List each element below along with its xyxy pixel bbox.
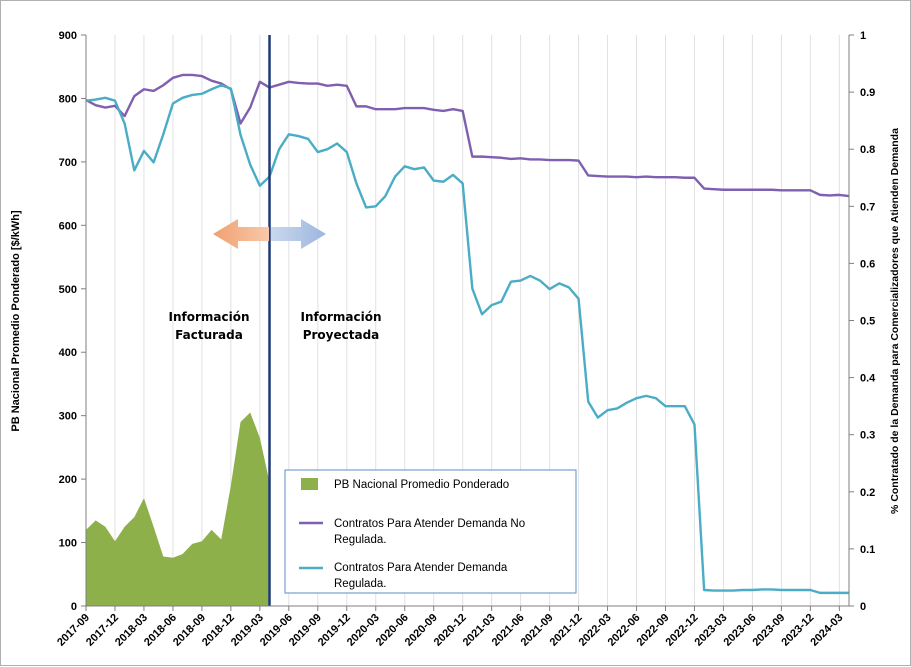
- legend-swatch-area: [301, 478, 318, 490]
- x-tick-label-26: 2024-03: [808, 612, 845, 649]
- right-tick-label-5: 0.5: [860, 316, 875, 328]
- left-tick-label-6: 600: [59, 220, 77, 232]
- series-line-no-regulada: [85, 73, 850, 198]
- annotation-facturada-line2: Facturada: [175, 328, 243, 342]
- legend-label-no-regulada-line1: Contratos Para Atender Demanda No: [334, 518, 525, 530]
- annotation-facturada-line1: Información: [168, 310, 249, 324]
- right-tick-label-8: 0.8: [860, 144, 875, 156]
- left-axis-ticks: 0 100 200 300 400 500 600 700 800 900: [59, 30, 86, 613]
- line-series-layer: [85, 73, 850, 595]
- right-tick-label-9: 0.9: [860, 87, 875, 99]
- right-tick-label-4: 0.4: [860, 373, 876, 385]
- right-tick-label-6: 0.6: [860, 258, 875, 270]
- legend-label-regulada-line1: Contratos Para Atender Demanda: [334, 562, 508, 574]
- left-tick-label-2: 200: [59, 474, 77, 486]
- right-tick-label-3: 0.3: [860, 430, 875, 442]
- left-tick-label-0: 0: [71, 601, 77, 613]
- legend-label-area: PB Nacional Promedio Ponderado: [334, 479, 509, 491]
- left-tick-label-7: 700: [59, 157, 77, 169]
- transition-arrows: [213, 219, 326, 249]
- series-line-regulada: [85, 84, 849, 595]
- right-tick-label-0: 0: [860, 601, 866, 613]
- x-axis-ticks: 2017-092017-122018-032018-062018-092018-…: [55, 606, 845, 649]
- plot-frame: [85, 35, 850, 607]
- series-area-pb-nacional: [86, 412, 270, 606]
- left-tick-label-3: 300: [59, 411, 77, 423]
- legend: PB Nacional Promedio Ponderado Contratos…: [284, 469, 577, 594]
- right-tick-label-1: 0.1: [860, 544, 875, 556]
- annotation-proyectada-line2: Proyectada: [303, 328, 380, 342]
- area-series-layer: [86, 412, 270, 606]
- left-tick-label-9: 900: [59, 30, 77, 42]
- left-tick-label-1: 100: [59, 538, 77, 550]
- left-tick-label-5: 500: [59, 284, 77, 296]
- right-tick-label-10: 1: [860, 30, 866, 42]
- left-tick-label-8: 800: [59, 93, 77, 105]
- right-tick-label-2: 0.2: [860, 487, 875, 499]
- legend-label-no-regulada-line2: Regulada.: [334, 534, 386, 546]
- left-tick-label-4: 400: [59, 347, 77, 359]
- right-arrow-icon: [271, 219, 326, 249]
- legend-label-regulada-line2: Regulada.: [334, 578, 386, 590]
- left-arrow-icon: [213, 219, 269, 249]
- annotation-proyectada-line1: Información: [300, 310, 381, 324]
- right-tick-label-7: 0.7: [860, 201, 875, 213]
- legend-box: [284, 469, 577, 594]
- left-axis-title: PB Nacional Promedio Ponderado [$/kWh]: [10, 210, 22, 432]
- right-axis-ticks: 0 0.1 0.2 0.3 0.4 0.5 0.6 0.7 0.8 0.9 1: [849, 30, 876, 613]
- right-axis-title: % Contratado de la Demanda para Comercia…: [889, 128, 901, 514]
